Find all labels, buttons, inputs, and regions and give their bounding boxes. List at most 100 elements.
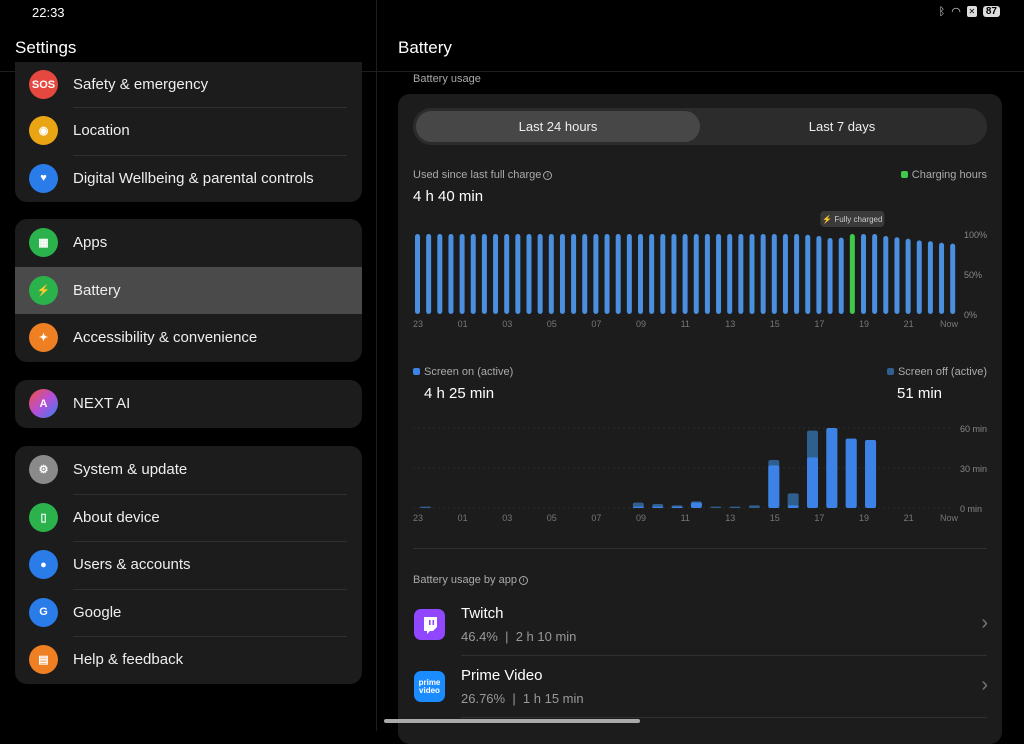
x-tick-label: 17 xyxy=(814,319,824,329)
battery-bar xyxy=(493,234,499,314)
legend-label: Screen off (active) xyxy=(897,366,987,378)
settings-group: A NEXT AI xyxy=(15,380,362,428)
battery-bar xyxy=(638,234,643,314)
app-row-prime-video[interactable]: prime video Prime Video 26.76% | 1 h 15 … xyxy=(398,656,1002,718)
x-tick-label: 03 xyxy=(502,319,512,329)
x-tick-label: 05 xyxy=(547,513,557,523)
info-icon[interactable]: i xyxy=(518,576,528,585)
sidebar-item-system-update[interactable]: ⚙ System & update xyxy=(15,446,362,494)
y-tick-label: 100% xyxy=(964,230,987,240)
y-tick-label: 60 min xyxy=(960,424,987,434)
wifi-icon: ◠ xyxy=(951,6,961,18)
tab-last-7-days[interactable]: Last 7 days xyxy=(808,119,876,134)
screen-on-bar xyxy=(807,457,818,508)
battery-bar xyxy=(649,234,655,314)
pane-divider xyxy=(376,0,377,731)
sos-icon: SOS xyxy=(29,70,58,99)
page-title: Battery xyxy=(398,38,452,57)
no-sim-icon: ✕ xyxy=(966,6,977,17)
status-icons: ᛒ ◠ ✕ 87 xyxy=(939,5,1000,18)
app-time: 1 h 15 min xyxy=(522,691,584,706)
legend-label: Charging hours xyxy=(911,169,987,181)
gesture-nav-bar[interactable] xyxy=(384,719,640,723)
battery-bar xyxy=(526,234,532,314)
tooltip-bg xyxy=(820,211,885,227)
screen-on-value: 4 h 25 min xyxy=(424,385,495,402)
sidebar-item-google[interactable]: G Google xyxy=(15,588,362,637)
settings-group: SOS Safety & emergency ◉ Location ♥ Digital W… xyxy=(15,62,362,202)
battery-bar xyxy=(939,242,945,314)
battery-bar xyxy=(782,234,788,314)
sidebar-item-users-accounts[interactable]: ● Users & accounts xyxy=(15,541,362,589)
x-tick-label: 09 xyxy=(636,513,646,523)
sidebar-item-label: Digital Wellbeing & parental controls xyxy=(73,169,314,187)
x-tick-label: 09 xyxy=(636,319,646,329)
sidebar-item-battery[interactable]: ⚡ Battery xyxy=(15,266,362,314)
google-icon: G xyxy=(29,597,58,627)
sidebar-item-about-device[interactable]: ▯ About device xyxy=(15,493,362,542)
battery-bar xyxy=(604,234,610,314)
used-since-value: 4 h 40 min xyxy=(413,188,484,205)
sidebar-item-label: Location xyxy=(73,122,130,140)
sidebar-item-apps[interactable]: ▦ Apps xyxy=(15,219,362,267)
sidebar-item-next-ai[interactable]: A NEXT AI xyxy=(15,380,362,428)
divider xyxy=(461,717,987,718)
screen-time-chart: 0 min 30 min 60 min 23 01 03 05 07 09 11 13 15 17 19 2… xyxy=(413,424,987,523)
user-icon: ● xyxy=(29,550,58,580)
by-app-label: Battery usage by app i xyxy=(413,574,528,586)
battery-icon: 87 xyxy=(982,6,1000,17)
legend-label: Screen on (active) xyxy=(424,366,514,378)
battery-bar xyxy=(459,234,465,314)
x-tick-label: 03 xyxy=(502,513,512,523)
battery-level-chart: 0% 50% 100% 23 01 03 05 07 09 11 13 15 17 19 21 Now ⚡ Fu… xyxy=(413,211,987,329)
x-tick-label: 13 xyxy=(725,319,735,329)
used-since-label: Used since last full charge i xyxy=(413,169,553,181)
screen-off-bar xyxy=(787,493,799,508)
sidebar-item-accessibility-convenience[interactable]: ✦ Accessibility & convenience xyxy=(15,314,362,362)
info-icon[interactable]: i xyxy=(543,171,553,180)
sidebar-item-label: Accessibility & convenience xyxy=(73,329,258,347)
x-tick-label: Now xyxy=(940,513,959,523)
battery-bar xyxy=(448,234,454,314)
battery-bar xyxy=(827,238,833,314)
x-tick-label: 15 xyxy=(770,513,780,523)
battery-bar xyxy=(548,234,554,314)
battery-bar xyxy=(849,234,855,314)
screen-on-bar xyxy=(845,438,857,508)
divider xyxy=(413,548,987,549)
battery-bar xyxy=(682,234,688,314)
tab-last-24-hours[interactable]: Last 24 hours xyxy=(416,111,700,142)
app-usage: 26.76% | 1 h 15 min xyxy=(461,691,584,706)
battery-bar xyxy=(660,234,666,314)
accessibility-icon: ✦ xyxy=(29,323,58,353)
sidebar-item-safety-emergency[interactable]: SOS Safety & emergency xyxy=(15,62,362,107)
battery-icon: ⚡ xyxy=(29,275,58,305)
battery-bar xyxy=(838,237,844,314)
by-app-text: Battery usage by app xyxy=(413,574,517,586)
screen-on-legend: Screen on (active) xyxy=(413,366,513,378)
battery-usage-card xyxy=(398,94,1002,744)
sidebar-item-digital-wellbeing-parental-controls[interactable]: ♥ Digital Wellbeing & parental controls xyxy=(15,154,362,203)
battery-bar xyxy=(615,234,621,314)
x-tick-label: 23 xyxy=(413,319,423,329)
sidebar-item-location[interactable]: ◉ Location xyxy=(15,107,362,155)
battery-bar xyxy=(805,234,811,314)
sidebar-item-help-feedback[interactable]: ▤ Help & feedback xyxy=(15,636,362,684)
screen-on-bar xyxy=(826,428,838,508)
battery-bar xyxy=(571,234,577,314)
battery-bar xyxy=(894,237,900,314)
gear-icon: ⚙ xyxy=(29,455,58,485)
used-since-text: Used since last full charge xyxy=(413,169,542,181)
battery-bar xyxy=(415,234,420,314)
screen-off-value: 51 min xyxy=(897,385,943,402)
battery-bar xyxy=(626,234,632,314)
legend-swatch xyxy=(413,368,420,375)
x-tick-label: 21 xyxy=(904,319,914,329)
battery-bar xyxy=(504,234,510,314)
sidebar-item-label: Battery xyxy=(73,281,121,299)
battery-bar xyxy=(916,240,922,314)
settings-title: Settings xyxy=(15,38,77,57)
y-tick-label: 30 min xyxy=(960,464,987,474)
battery-bar xyxy=(716,234,722,314)
app-row-twitch[interactable]: Twitch 46.4% | 2 h 10 min › xyxy=(398,594,1002,656)
